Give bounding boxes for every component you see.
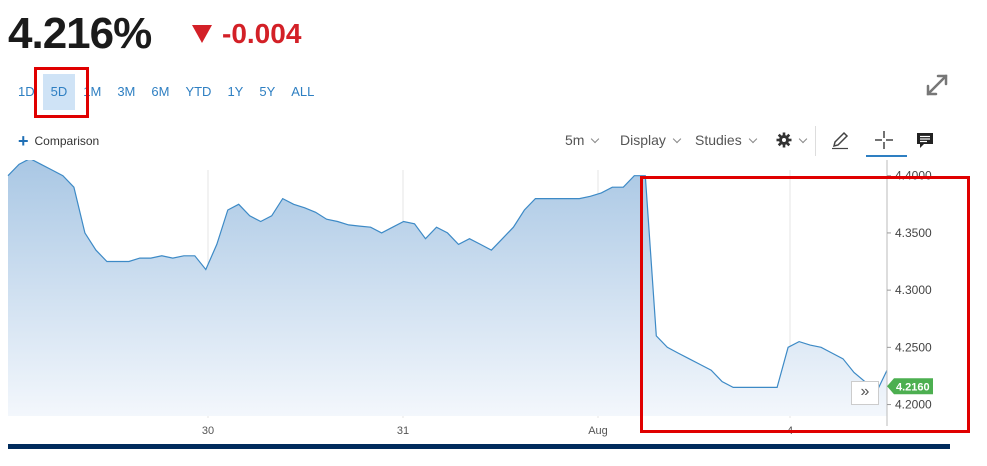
chart-toolbar: + Comparison 5m Display Studies (0, 126, 950, 158)
y-tick-label: 4.2000 (895, 398, 932, 412)
toolbar-divider (815, 126, 816, 156)
range-6m[interactable]: 6M (151, 84, 170, 99)
crosshair-icon[interactable] (874, 130, 894, 150)
y-axis-ticks: 4.4000 4.3500 4.3000 4.2500 4.2000 (887, 169, 932, 412)
draw-pencil-icon[interactable] (830, 130, 850, 150)
y-tick-label: 4.4000 (895, 169, 932, 183)
x-tick-label: 31 (397, 425, 409, 437)
comparison-button[interactable]: + Comparison (18, 131, 100, 151)
last-price-tag: 4.2160 (887, 378, 933, 395)
range-1y[interactable]: 1Y (227, 84, 244, 99)
collapse-chevron-icon[interactable]: » (851, 381, 879, 405)
chevron-down-icon (798, 134, 808, 143)
range-3m[interactable]: 3M (117, 84, 136, 99)
chevron-down-icon (672, 134, 682, 143)
range-5d[interactable]: 5D (42, 74, 76, 110)
y-tick-label: 4.2500 (895, 340, 932, 354)
range-all[interactable]: ALL (291, 84, 315, 99)
annotation-box-5d (34, 67, 89, 118)
annotation-box-aug (640, 176, 970, 433)
y-tick-label: 4.3000 (895, 283, 932, 297)
range-selector: 1D 5D 1M 3M 6M YTD 1Y 5Y ALL (10, 74, 322, 110)
price-change: -0.004 (192, 16, 301, 52)
plus-icon: + (18, 131, 29, 151)
interval-label: 5m (565, 132, 585, 148)
settings-dropdown[interactable] (776, 132, 808, 148)
gear-icon (776, 132, 792, 148)
bottom-bar (8, 444, 950, 449)
display-label: Display (620, 132, 666, 148)
expand-icon[interactable] (924, 72, 950, 98)
x-tick-label: Aug (588, 425, 608, 437)
interval-dropdown[interactable]: 5m (565, 132, 600, 148)
range-1d[interactable]: 1D (18, 84, 35, 99)
chevron-down-icon (748, 134, 757, 143)
display-dropdown[interactable]: Display (620, 132, 682, 148)
price-line (7, 160, 888, 395)
down-arrow-icon (192, 25, 212, 43)
price-change-value: -0.004 (222, 18, 302, 49)
studies-dropdown[interactable]: Studies (695, 132, 757, 148)
last-price-tag-shape (887, 378, 933, 395)
last-price: 4.216% (8, 9, 152, 58)
crosshair-active-indicator (866, 155, 907, 157)
price-area (8, 160, 887, 416)
range-ytd[interactable]: YTD (185, 84, 212, 99)
chevron-down-icon (591, 134, 600, 143)
range-5y[interactable]: 5Y (259, 84, 276, 99)
y-tick-label: 4.3500 (895, 226, 932, 240)
studies-label: Studies (695, 132, 742, 148)
x-tick-label: 30 (202, 425, 214, 437)
comment-icon[interactable] (915, 130, 935, 150)
last-price-tag-label: 4.2160 (896, 381, 930, 393)
comparison-label: Comparison (34, 134, 100, 148)
